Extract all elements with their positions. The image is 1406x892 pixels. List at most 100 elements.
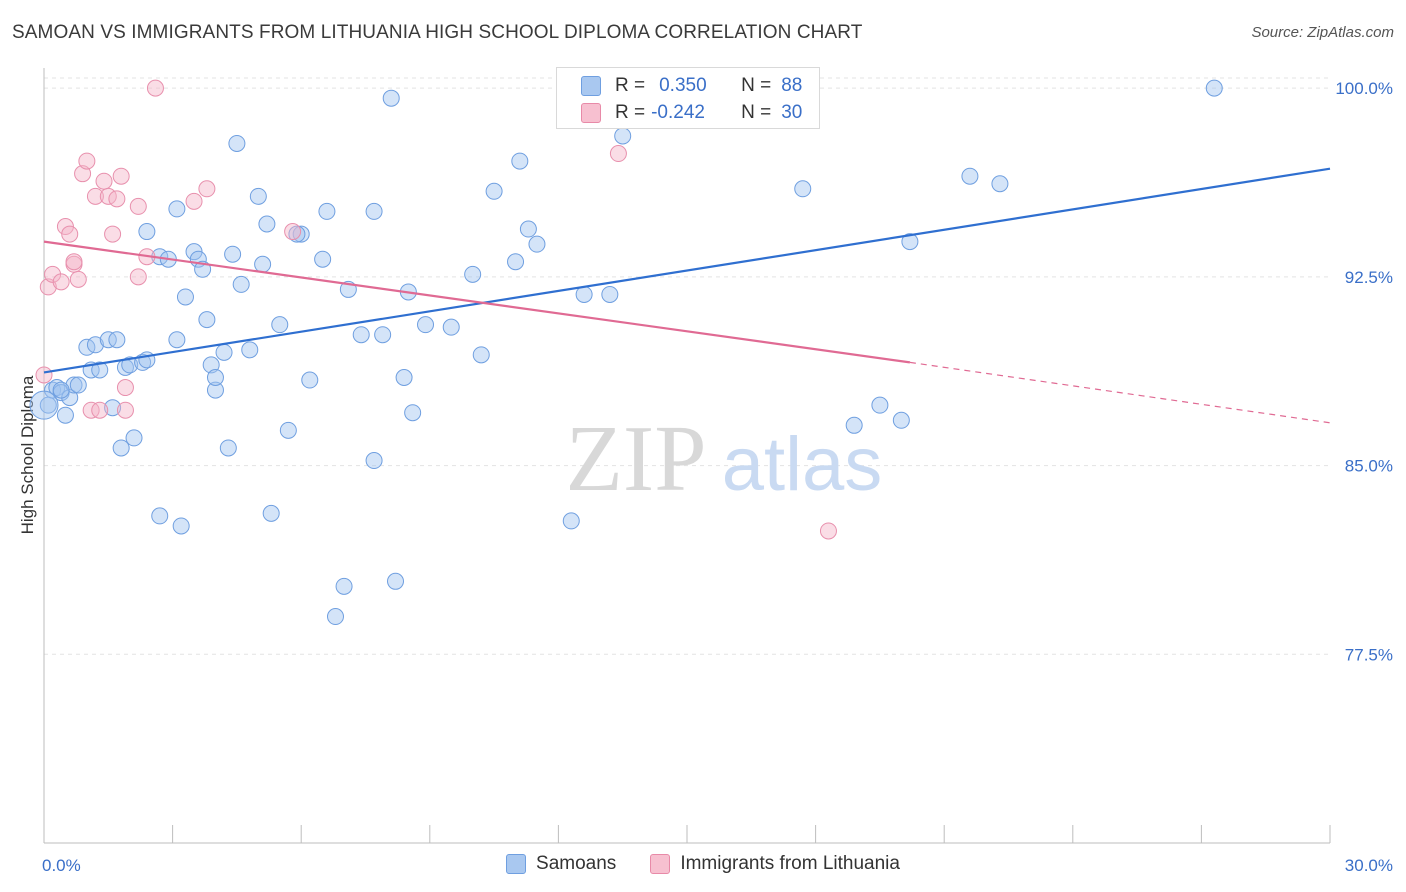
samoan-point (125, 429, 143, 447)
samoan-point (374, 326, 392, 344)
lithuania-point (198, 180, 216, 198)
samoan-trend-line (43, 167, 1331, 374)
samoan-point (901, 233, 919, 251)
samoan-point (99, 331, 117, 349)
samoan-point (224, 245, 242, 263)
lithuania-point (74, 165, 92, 183)
samoan-point (168, 200, 186, 218)
series-legend: Samoans Immigrants from Lithuania (0, 851, 1406, 877)
chart-title: SAMOAN VS IMMIGRANTS FROM LITHUANIA HIGH… (12, 22, 863, 43)
samoan-point (91, 361, 109, 379)
stats-legend: R = 0.350 N = 88 R = -0.242 N = 30 (556, 67, 820, 129)
samoan-point (614, 127, 632, 145)
stats-row-samoans: R = 0.350 N = 88 (581, 73, 802, 99)
samoan-point (335, 577, 353, 595)
samoan-point (168, 331, 186, 349)
lithuania-swatch (581, 103, 601, 123)
lithuania-point (112, 167, 130, 185)
samoans-swatch (581, 76, 601, 96)
n-label: N = (741, 102, 772, 123)
samoan-point (249, 187, 267, 205)
lithuania-point (129, 197, 147, 215)
legend-label-samoans: Samoans (536, 853, 617, 874)
lithuania-point (129, 268, 147, 286)
samoan-point (172, 517, 190, 535)
source-label: Source: ZipAtlas.com (1251, 24, 1394, 41)
samoan-point (69, 376, 87, 394)
samoan-point (318, 202, 336, 220)
samoan-point (382, 89, 400, 107)
samoan-point (29, 390, 59, 420)
samoan-point (232, 275, 250, 293)
samoan-point (562, 512, 580, 530)
samoan-point (365, 202, 383, 220)
lithuania-point (35, 366, 53, 384)
legend-item-samoans[interactable]: Samoans (506, 853, 616, 875)
lithuania-point (65, 253, 83, 271)
samoan-point (241, 341, 259, 359)
samoan-point (794, 180, 812, 198)
r-label: R = (615, 102, 646, 123)
n-value: 88 (781, 75, 803, 96)
samoan-point (991, 175, 1009, 193)
samoan-point (112, 439, 130, 457)
samoan-point (472, 346, 490, 364)
x-tick-label: 0.0% (42, 856, 81, 875)
samoan-point (961, 167, 979, 185)
lithuania-point (104, 225, 122, 243)
lithuania-point (78, 152, 96, 170)
samoan-point (1205, 79, 1223, 97)
lithuania-point (185, 192, 203, 210)
legend-label-lithuania: Immigrants from Lithuania (680, 853, 900, 874)
lithuania-point (116, 379, 134, 397)
lithuania-swatch (650, 854, 671, 874)
lithuania-trend-line-extension (909, 361, 1331, 424)
lithuania-point (116, 401, 134, 419)
samoan-point (442, 318, 460, 336)
samoan-point (326, 608, 344, 626)
lithuania-point (609, 145, 627, 163)
samoan-point (271, 316, 289, 334)
samoan-point (215, 343, 233, 361)
lithuania-point (82, 401, 100, 419)
samoan-point (301, 371, 319, 389)
lithuania-trend-line (43, 240, 911, 364)
r-value: 0.350 (659, 75, 707, 96)
lithuania-point (86, 187, 104, 205)
samoan-point (52, 381, 70, 399)
samoan-point (279, 421, 297, 439)
samoan-point (206, 368, 224, 386)
lithuania-point (61, 225, 79, 243)
samoan-point (121, 356, 139, 374)
lithuania-point (146, 79, 164, 97)
samoan-point (228, 134, 246, 152)
lithuania-point (52, 273, 70, 291)
samoan-point (485, 182, 503, 200)
samoan-point (528, 235, 546, 253)
n-label: N = (741, 75, 772, 96)
r-label: R = (615, 75, 646, 96)
samoan-point (206, 381, 224, 399)
samoan-point (86, 336, 104, 354)
r-value: -0.242 (651, 102, 705, 123)
n-value: 30 (781, 102, 803, 123)
samoan-point (314, 250, 332, 268)
samoan-point (395, 368, 413, 386)
lithuania-point (69, 270, 87, 288)
samoan-point (601, 285, 619, 303)
samoan-point (151, 507, 169, 525)
samoan-point (104, 399, 122, 417)
samoan-point (138, 223, 156, 241)
samoan-point (892, 411, 910, 429)
samoans-swatch (506, 854, 527, 874)
samoan-point (507, 253, 525, 271)
y-tick-label: 77.5% (1345, 645, 1393, 664)
samoan-point (352, 326, 370, 344)
legend-item-lithuania[interactable]: Immigrants from Lithuania (650, 853, 900, 875)
samoan-point (198, 311, 216, 329)
lithuania-point (108, 190, 126, 208)
lithuania-point (819, 522, 837, 540)
y-tick-label: 92.5% (1345, 268, 1393, 287)
y-tick-label: 85.0% (1345, 457, 1393, 476)
